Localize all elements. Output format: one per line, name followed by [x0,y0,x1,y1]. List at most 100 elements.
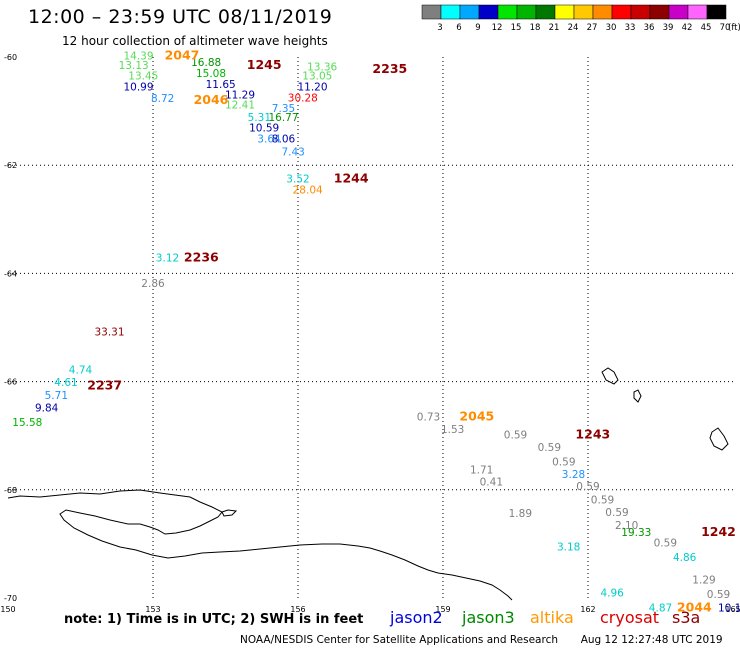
pass-time: 1244 [334,171,369,186]
legend-swatch [478,4,499,20]
legend-swatch [668,4,689,20]
wave-height-value: 19.33 [621,527,651,539]
lon-tick-label: 156 [290,605,305,614]
wave-height-value: 3.12 [156,252,179,264]
legend-tick-label: 27 [587,23,598,33]
wave-height-value: 4.96 [600,587,624,599]
wave-height-value: 0.59 [576,481,599,493]
legend-swatch [630,4,651,20]
wave-height-value: 1.29 [692,574,715,586]
wave-height-value: 4.61 [54,377,77,389]
pass-time: 1245 [247,57,282,72]
lon-tick-label: 165 [725,605,740,614]
wave-height-value: 15.08 [196,68,226,80]
wave-height-value: 11.29 [225,90,255,102]
wave-height-value: 0.73 [417,412,440,424]
legend-tick-label: 70 [720,23,731,33]
legend-tick-label: 12 [492,23,503,33]
wave-height-value: 10.99 [123,82,153,94]
pass-time: 2044 [677,600,712,615]
wave-height-value: 12.41 [225,99,255,111]
sat-altika: altika [530,608,574,627]
pass-time-labels: 2047 1245 2235 2046 1244 2236 2237 2045 1243 1242… [87,48,736,615]
lat-lon-grid: 150 153 156 159 162 165 -60 -62 -64 -66 -68 -70 [0,53,740,614]
wave-height-value: 11.20 [297,82,327,94]
legend-tick-label: 33 [625,23,636,33]
island-2 [633,389,642,403]
wave-height-value: 4.87 [649,603,672,615]
legend-swatch [516,4,537,20]
wave-height-value: 4.86 [673,552,697,564]
lat-tick-label: -62 [4,161,17,170]
wave-height-value: 8.06 [272,133,296,145]
legend-swatch [440,4,461,20]
lon-tick-label: 153 [145,605,160,614]
wave-height-value: 15.58 [12,417,42,429]
legend-swatch [421,4,442,20]
legend-tick-label: 9 [475,23,480,33]
wave-height-value: 13.36 [307,62,337,74]
lat-tick-label: -70 [4,594,17,603]
legend-swatch [592,4,613,20]
lon-tick-label: 159 [435,605,450,614]
legend-swatch [573,4,594,20]
wave-height-value: 5.31 [248,112,271,124]
pass-time: 2237 [87,378,122,393]
wave-height-value: 16.88 [191,57,221,69]
wave-height-value: 2.10 [615,520,638,532]
credit-line: NOAA/NESDIS Center for Satellite Applica… [240,634,723,646]
legend-tick-label: 30 [606,23,617,33]
wave-height-value: 3.52 [286,174,309,186]
wave-height-value: 7.35 [272,103,295,115]
island-1 [601,367,619,385]
wave-height-value: 3.28 [562,469,585,481]
page-title: 12:00 – 23:59 UTC 08/11/2019 [28,6,333,28]
wave-height-value: 10.59 [249,123,279,135]
legend-tick-label: 39 [663,23,674,33]
wave-height-value: 14.39 [123,51,153,63]
legend-swatch [497,4,518,20]
wave-height-value: 0.59 [504,429,527,441]
lon-tick-label: 150 [0,605,15,614]
legend-swatch [535,4,556,20]
wave-height-value: 0.59 [538,442,561,454]
sat-jason2: jason2 [390,608,443,627]
pass-time: 2045 [459,409,494,424]
wave-height-value: 7.43 [281,146,304,158]
footer-note: note: 1) Time is in UTC; 2) SWH is in fe… [64,612,364,627]
pass-time: 2235 [372,61,407,76]
pass-time: 1242 [701,524,736,539]
wave-height-value: 9.84 [35,402,59,414]
coastline-path [7,489,513,601]
legend-swatch [687,4,708,20]
wave-height-value: 1.53 [441,424,464,436]
wave-height-value: 4.74 [69,364,93,376]
wave-height-value: 0.59 [707,589,730,601]
wave-height-value: 0.59 [654,538,677,550]
wave-height-value: 5.71 [45,390,68,402]
wave-height-value: 16.77 [268,112,298,124]
credit-timestamp: Aug 12 12:27:48 UTC 2019 [580,634,723,646]
page-subtitle: 12 hour collection of altimeter wave hei… [62,34,328,48]
legend-tick-label: 36 [644,23,655,33]
coastline-small-spit [221,509,238,517]
wave-height-value: 3.64 [257,133,281,145]
legend-swatch [554,4,575,20]
lat-tick-label: -64 [4,269,17,278]
pass-time: 2236 [184,249,219,264]
wave-height-value: 33.31 [94,327,124,339]
lat-tick-label: -68 [4,486,17,495]
pass-time: 2046 [194,92,229,107]
lat-tick-label: -60 [4,53,17,62]
wave-height-value: 13.13 [119,60,149,72]
wave-height-value: 13.05 [302,71,332,83]
wave-height-value: 1.89 [509,508,532,520]
pass-time: 1243 [575,426,610,441]
antarctic-coastline [7,367,729,601]
legend-tick-label: 45 [701,23,712,33]
legend-tick-label: 42 [682,23,693,33]
legend-swatch [459,4,480,20]
legend-tick-label: 15 [511,23,522,33]
pass-time: 2047 [165,48,200,63]
